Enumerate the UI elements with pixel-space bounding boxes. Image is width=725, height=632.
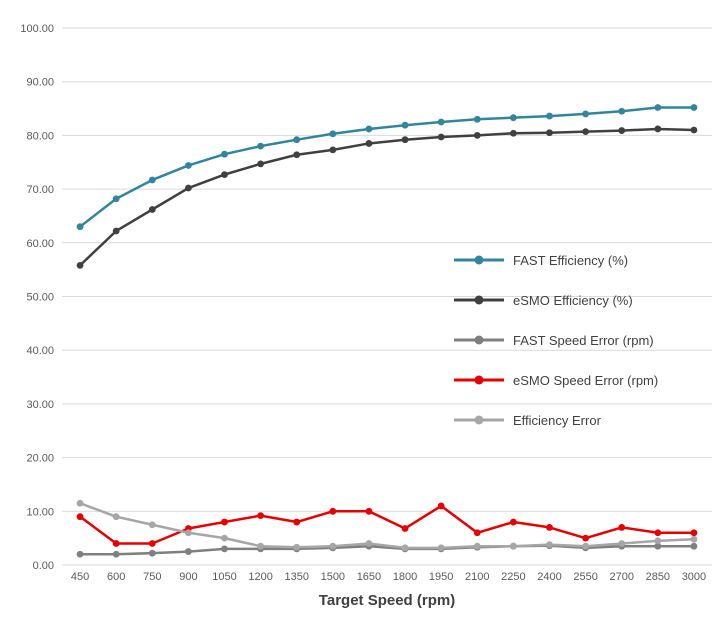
- svg-text:80.00: 80.00: [26, 130, 54, 142]
- legend-line-marker-icon: [454, 335, 504, 345]
- svg-text:750: 750: [143, 571, 161, 583]
- svg-text:2400: 2400: [537, 571, 561, 583]
- legend-label-esmo-speed-error: eSMO Speed Error (rpm): [513, 372, 659, 388]
- svg-text:1500: 1500: [321, 571, 345, 583]
- svg-text:1350: 1350: [284, 571, 308, 583]
- legend-line-marker-icon: [454, 415, 504, 425]
- legend-item-fast-efficiency: FAST Efficiency (%): [452, 240, 658, 280]
- svg-text:100.00: 100.00: [20, 23, 54, 35]
- svg-text:2850: 2850: [646, 571, 670, 583]
- svg-text:600: 600: [107, 571, 125, 583]
- legend-label-esmo-efficiency: eSMO Efficiency (%): [513, 292, 633, 308]
- legend-label-efficiency-error: Efficiency Error: [513, 412, 601, 428]
- legend-line-marker-icon: [454, 255, 504, 265]
- svg-text:60.00: 60.00: [26, 238, 54, 250]
- svg-text:1800: 1800: [393, 571, 417, 583]
- svg-text:90.00: 90.00: [26, 77, 54, 89]
- chart-legend: FAST Efficiency (%) eSMO Efficiency (%) …: [452, 240, 658, 440]
- svg-text:450: 450: [71, 571, 89, 583]
- legend-line-marker-icon: [454, 295, 504, 305]
- x-axis-title: Target Speed (rpm): [318, 592, 456, 609]
- legend-item-esmo-efficiency: eSMO Efficiency (%): [452, 280, 658, 320]
- svg-text:0.00: 0.00: [33, 560, 54, 572]
- svg-text:2100: 2100: [465, 571, 489, 583]
- legend-label-fast-speed-error: FAST Speed Error (rpm): [513, 332, 654, 348]
- svg-text:10.00: 10.00: [26, 506, 54, 518]
- svg-text:1050: 1050: [212, 571, 236, 583]
- legend-item-efficiency-error: Efficiency Error: [452, 400, 658, 440]
- legend-item-fast-speed-error: FAST Speed Error (rpm): [452, 320, 658, 360]
- svg-text:900: 900: [179, 571, 197, 583]
- svg-text:50.00: 50.00: [26, 292, 54, 304]
- svg-text:40.00: 40.00: [26, 345, 54, 357]
- svg-text:1650: 1650: [357, 571, 381, 583]
- svg-text:70.00: 70.00: [26, 184, 54, 196]
- svg-text:2250: 2250: [501, 571, 525, 583]
- legend-line-marker-icon: [454, 375, 504, 385]
- svg-text:30.00: 30.00: [26, 399, 54, 411]
- legend-label-fast-efficiency: FAST Efficiency (%): [513, 252, 629, 268]
- svg-text:1950: 1950: [429, 571, 453, 583]
- svg-text:2550: 2550: [573, 571, 597, 583]
- svg-text:1200: 1200: [248, 571, 272, 583]
- svg-text:3000: 3000: [682, 571, 706, 583]
- svg-text:2700: 2700: [609, 571, 633, 583]
- legend-item-esmo-speed-error: eSMO Speed Error (rpm): [452, 360, 658, 400]
- svg-text:20.00: 20.00: [26, 453, 54, 465]
